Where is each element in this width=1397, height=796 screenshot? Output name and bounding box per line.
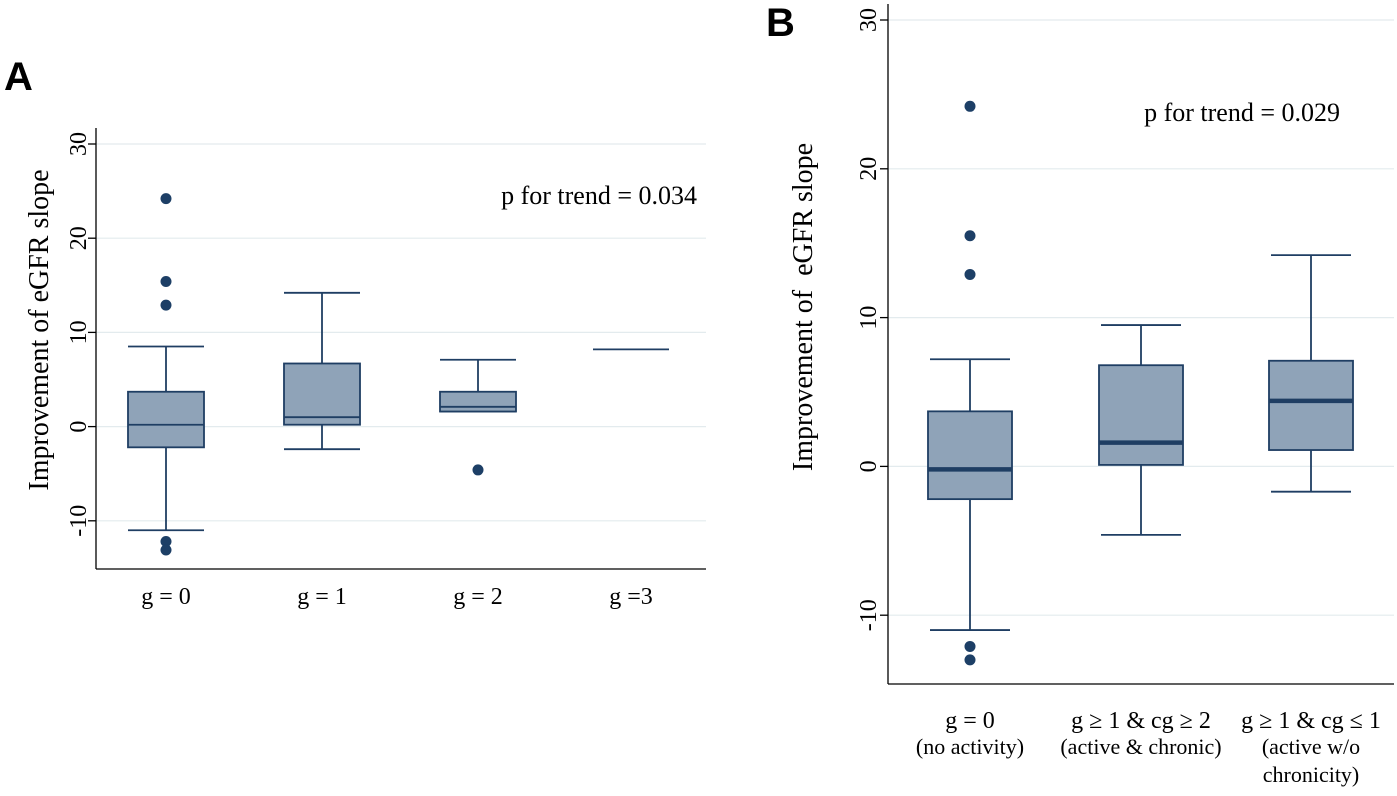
panel-b-outlier-point [964,654,976,666]
panel-b-trend-annotation: p for trend = 0.029 [1144,98,1340,127]
panel-b-y-axis-label: Improvement of eGFR slope [788,143,819,471]
panel-a-category-label: g = 0 [141,584,191,610]
panel-a-boxes [127,193,669,556]
panel-a-boxplot: -10 0 10 20 30 g = 0 g = 1 g = 2 g =3 Improveme… [24,128,706,610]
panel-a-y-tick-label: -10 [66,505,92,537]
panel-b-category-sublabel: (active & chronic) [1060,734,1221,759]
panel-b-x-labels: g = 0(no activity)g ≥ 1 & cg ≥ 2(active … [916,708,1381,787]
panel-b-outlier-point [964,640,976,652]
panel-a-y-tick-label: 10 [66,320,92,344]
panel-b-boxes [927,100,1354,666]
panel-b-box [927,410,1013,501]
panel-a-box [283,362,361,426]
panel-a-box [127,390,205,449]
panel-a-outlier-point [472,464,484,476]
panel-b-category-sublabel: (active w/o [1262,734,1360,759]
panel-b-category-sublabel: (no activity) [916,734,1024,759]
panel-a-category-label: g = 1 [297,584,347,610]
panel-a-y-tick-label: 20 [66,226,92,250]
panel-b-axes [887,4,1394,685]
panel-b-y-ticks: -10 0 10 20 30 [856,8,888,631]
panel-a-trend-annotation: p for trend = 0.034 [501,181,697,210]
panel-a-category-label: g = 2 [453,584,503,610]
panel-b-y-tick-label: -10 [856,599,882,631]
panel-letter-b: B [766,1,795,45]
panel-b-category-label: g ≥ 1 & cg ≤ 1 [1241,708,1381,734]
panel-a-outlier-point [160,193,172,205]
panel-b-y-tick-label: 0 [856,460,882,472]
panel-a-outlier-point [160,536,172,548]
panel-b-category-sublabel: chronicity) [1263,762,1360,787]
panel-a-category-label: g =3 [609,584,653,610]
panel-a-axes [95,128,706,570]
panel-a-x-labels: g = 0 g = 1 g = 2 g =3 [141,584,653,610]
panel-b-y-tick-label: 30 [856,8,882,32]
panel-b-outlier-point [964,100,976,112]
panel-b-outlier-point [964,268,976,280]
panel-a-y-axis-label: Improvement of eGFR slope [24,169,55,490]
panel-a-y-ticks: -10 0 10 20 30 [66,132,96,537]
panel-b-box [1098,364,1184,466]
panel-b-y-tick-label: 10 [856,306,882,330]
panel-letter-a: A [4,55,33,99]
panel-a-y-tick-label: 30 [66,132,92,156]
panel-b-category-label: g ≥ 1 & cg ≥ 2 [1071,708,1211,734]
panel-b-y-tick-label: 20 [856,157,882,181]
panel-a-y-tick-label: 0 [66,421,92,433]
panel-a-outlier-point [160,299,172,311]
panel-a-outlier-point [160,276,172,288]
panel-a-outlier-point [160,544,172,556]
panel-b-category-label: g = 0 [945,708,995,734]
panel-b-outlier-point [964,230,976,242]
panel-a-box [439,390,517,413]
panel-b-boxplot: -10 0 10 20 30 g = 0(no activity) g ≥ 1 & cg … [788,4,1394,787]
panel-b-box [1268,359,1354,451]
